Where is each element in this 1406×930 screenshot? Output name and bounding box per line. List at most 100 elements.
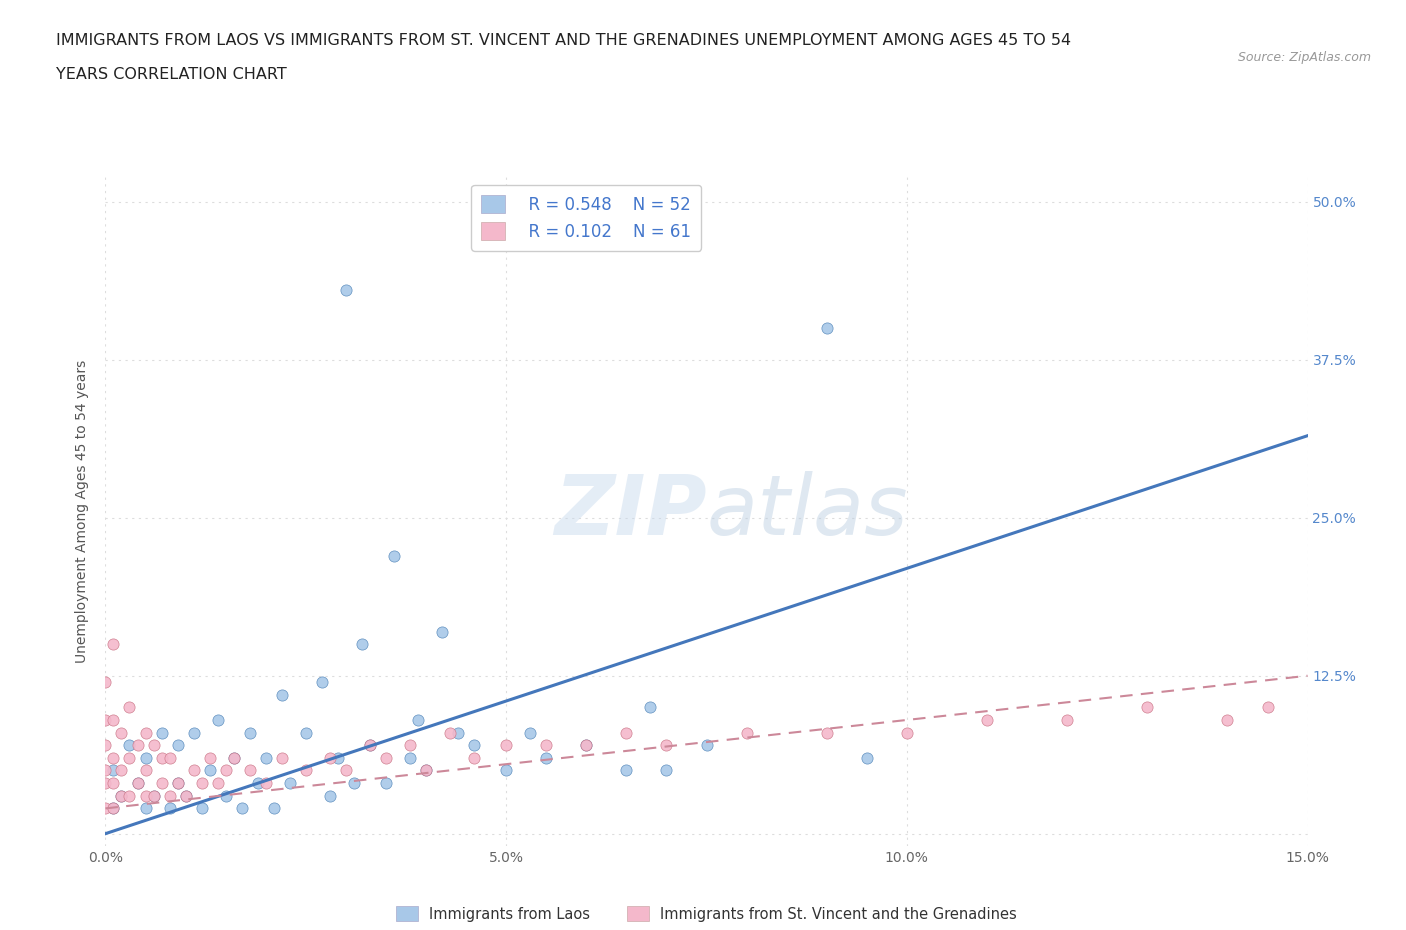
Point (159, 789, 181, 804)
Point (183, 725, 205, 740)
Point (640, 700, 662, 715)
Text: YEARS CORRELATION CHART: YEARS CORRELATION CHART (56, 67, 287, 82)
Point (135, 801, 157, 816)
Point (159, 751, 181, 765)
Point (198, 751, 221, 765)
Point (439, 725, 461, 740)
Point (94, 763, 117, 777)
Point (174, 789, 197, 804)
Point (103, 801, 125, 816)
Point (135, 763, 157, 777)
Point (118, 700, 141, 715)
Point (278, 776, 301, 790)
Point (696, 737, 718, 752)
Point (534, 751, 557, 765)
Point (815, 321, 838, 336)
Point (103, 712, 125, 727)
Point (94, 776, 117, 790)
Point (118, 737, 141, 752)
Point (190, 801, 212, 816)
Point (463, 751, 485, 765)
Point (735, 725, 758, 740)
Text: IMMIGRANTS FROM LAOS VS IMMIGRANTS FROM ST. VINCENT AND THE GRENADINES UNEMPLOYM: IMMIGRANTS FROM LAOS VS IMMIGRANTS FROM … (56, 33, 1071, 47)
Point (1257, 700, 1279, 715)
Point (270, 687, 292, 702)
Point (335, 763, 357, 777)
Point (575, 737, 598, 752)
Point (103, 776, 125, 790)
Point (855, 751, 877, 765)
Point (127, 737, 149, 752)
Point (166, 776, 188, 790)
Point (295, 725, 318, 740)
Point (1136, 700, 1159, 715)
Point (326, 751, 349, 765)
Point (382, 549, 405, 564)
Point (150, 751, 173, 765)
Point (655, 763, 678, 777)
Point (118, 789, 141, 804)
Legend: Immigrants from Laos, Immigrants from St. Vincent and the Grenadines: Immigrants from Laos, Immigrants from St… (389, 900, 1024, 927)
Point (359, 737, 381, 752)
Point (135, 725, 157, 740)
Point (110, 763, 132, 777)
Point (374, 751, 398, 765)
Point (447, 725, 470, 740)
Point (495, 737, 517, 752)
Point (110, 789, 132, 804)
Point (406, 712, 429, 727)
Point (976, 712, 998, 727)
Point (655, 737, 678, 752)
Point (166, 737, 188, 752)
Point (159, 801, 181, 816)
Point (343, 776, 366, 790)
Point (415, 763, 437, 777)
Point (103, 801, 125, 816)
Point (103, 763, 125, 777)
Point (311, 674, 333, 689)
Point (495, 763, 517, 777)
Point (1056, 712, 1078, 727)
Point (150, 725, 173, 740)
Point (142, 789, 165, 804)
Point (94, 674, 117, 689)
Point (534, 737, 557, 752)
Point (335, 283, 357, 298)
Point (263, 801, 285, 816)
Point (246, 776, 269, 790)
Point (183, 763, 205, 777)
Point (103, 637, 125, 652)
Point (103, 751, 125, 765)
Point (135, 751, 157, 765)
Point (374, 776, 398, 790)
Point (815, 725, 838, 740)
Point (110, 789, 132, 804)
Text: ZIP: ZIP (554, 471, 707, 552)
Point (616, 725, 638, 740)
Text: atlas: atlas (707, 471, 908, 552)
Point (350, 637, 373, 652)
Point (222, 751, 245, 765)
Point (110, 725, 132, 740)
Point (94, 712, 117, 727)
Point (359, 737, 381, 752)
Point (198, 763, 221, 777)
Point (150, 776, 173, 790)
Point (174, 789, 197, 804)
Point (575, 737, 598, 752)
Point (254, 776, 277, 790)
Point (231, 801, 253, 816)
Point (319, 789, 342, 804)
Point (1216, 712, 1239, 727)
Point (94, 737, 117, 752)
Point (519, 725, 541, 740)
Point (127, 776, 149, 790)
Y-axis label: Unemployment Among Ages 45 to 54 years: Unemployment Among Ages 45 to 54 years (76, 360, 90, 663)
Point (142, 789, 165, 804)
Point (118, 751, 141, 765)
Point (207, 776, 229, 790)
Point (214, 789, 236, 804)
Point (135, 789, 157, 804)
Point (295, 763, 318, 777)
Point (142, 737, 165, 752)
